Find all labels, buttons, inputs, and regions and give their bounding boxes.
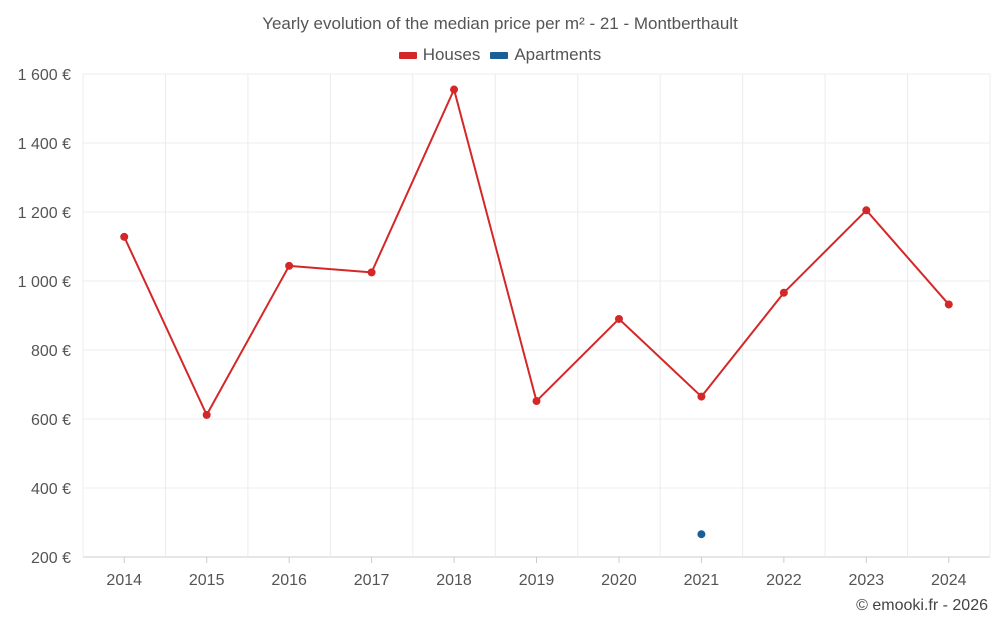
y-tick-label: 800 € (31, 343, 71, 360)
y-tick-label: 1 600 € (18, 67, 71, 84)
x-tick-label: 2022 (766, 572, 802, 589)
legend: Houses Apartments (0, 45, 1000, 65)
data-point-houses (285, 261, 294, 270)
x-tick-label: 2023 (849, 572, 885, 589)
data-point-houses (779, 288, 788, 297)
x-tick-label: 2018 (436, 572, 472, 589)
x-tick-label: 2020 (601, 572, 637, 589)
x-tick-label: 2021 (684, 572, 720, 589)
y-tick-label: 1 200 € (18, 205, 71, 222)
data-point-apartments (697, 530, 706, 539)
x-tick-label: 2016 (271, 572, 307, 589)
y-tick-label: 1 400 € (18, 136, 71, 153)
x-tick-label: 2017 (354, 572, 390, 589)
legend-item-houses[interactable]: Houses (398, 45, 481, 65)
x-tick-label: 2024 (931, 572, 967, 589)
legend-item-apartments[interactable]: Apartments (490, 45, 601, 65)
data-point-houses (862, 206, 871, 215)
data-point-houses (202, 410, 211, 419)
y-tick-label: 200 € (31, 550, 71, 567)
data-point-houses (120, 232, 129, 241)
data-point-houses (367, 268, 376, 277)
y-tick-label: 400 € (31, 481, 71, 498)
data-point-houses (532, 397, 541, 406)
data-point-houses (450, 85, 459, 94)
legend-label-houses: Houses (422, 45, 481, 64)
data-point-houses (614, 314, 623, 323)
y-tick-label: 600 € (31, 412, 71, 429)
legend-label-apartments: Apartments (514, 45, 602, 64)
credit: © emooki.fr - 2026 (856, 597, 988, 614)
y-tick-label: 1 000 € (18, 274, 71, 291)
x-tick-label: 2014 (106, 572, 142, 589)
data-point-houses (944, 300, 953, 309)
chart-title: Yearly evolution of the median price per… (262, 14, 738, 33)
legend-swatch-houses (398, 51, 417, 59)
data-point-houses (697, 392, 706, 401)
x-tick-label: 2019 (519, 572, 555, 589)
legend-swatch-apartments (490, 51, 509, 59)
x-tick-label: 2015 (189, 572, 225, 589)
